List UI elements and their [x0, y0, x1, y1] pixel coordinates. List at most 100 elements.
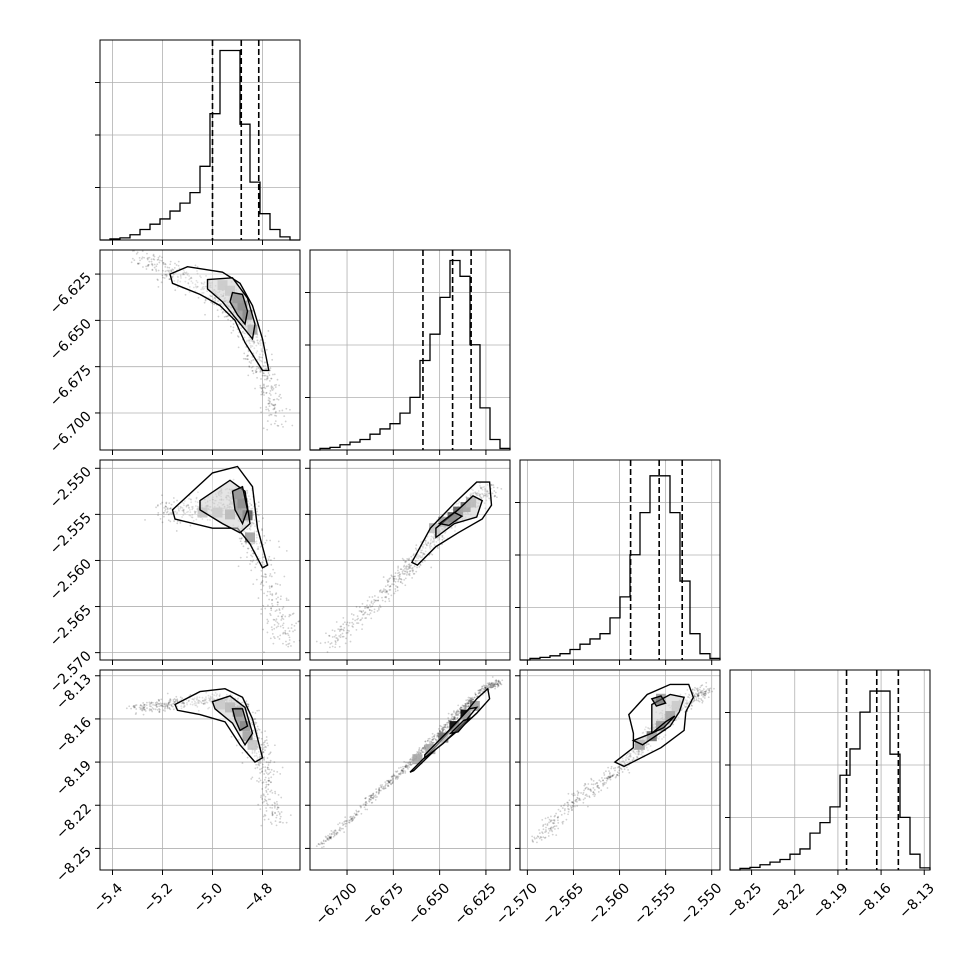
sample-point	[268, 585, 271, 588]
sample-point	[538, 832, 541, 835]
sample-point	[264, 739, 267, 742]
sample-point	[151, 710, 154, 713]
sample-point	[258, 557, 261, 560]
sample-point	[388, 780, 391, 783]
sample-point	[343, 621, 346, 624]
sample-point	[428, 737, 431, 740]
sample-point	[183, 504, 185, 507]
sample-point	[560, 805, 563, 808]
sample-point	[574, 799, 577, 802]
sample-point	[268, 402, 270, 405]
sample-point	[444, 726, 447, 729]
sample-point	[590, 778, 593, 781]
sample-point	[185, 272, 188, 275]
sample-point	[364, 617, 367, 619]
sample-point	[471, 696, 474, 699]
sample-point	[703, 693, 706, 695]
sample-point	[385, 779, 388, 782]
sample-point	[408, 565, 411, 568]
sample-point	[481, 685, 483, 688]
sample-point	[190, 277, 192, 280]
sample-point	[441, 727, 444, 730]
sample-point	[406, 572, 409, 574]
sample-point	[479, 496, 482, 499]
sample-point	[164, 505, 167, 508]
sample-point	[144, 710, 147, 712]
sample-point	[195, 702, 197, 704]
sample-point	[484, 490, 486, 492]
sample-point	[262, 781, 265, 784]
sample-point	[470, 492, 472, 495]
sample-point	[391, 777, 394, 780]
sample-point	[269, 593, 272, 595]
sample-point	[253, 340, 256, 343]
sample-point	[257, 514, 260, 517]
sample-point	[497, 680, 500, 683]
histogram-bars	[730, 690, 931, 871]
sample-point	[337, 823, 339, 826]
sample-point	[285, 643, 288, 646]
sample-point	[279, 815, 282, 818]
sample-point	[269, 752, 272, 755]
sample-point	[625, 756, 628, 759]
sample-point	[266, 376, 269, 378]
sample-point	[148, 708, 151, 711]
sample-point	[370, 601, 373, 604]
sample-point	[268, 587, 271, 589]
sample-point	[354, 814, 357, 816]
sample-point	[399, 772, 402, 774]
sample-point	[624, 763, 627, 765]
sample-point	[197, 701, 199, 703]
sample-point	[202, 700, 204, 702]
sample-point	[705, 690, 707, 693]
sample-point	[497, 680, 500, 683]
sample-point	[255, 508, 258, 510]
sample-point	[442, 726, 445, 729]
sample-point	[281, 617, 284, 620]
sample-point	[441, 534, 444, 537]
sample-point	[486, 492, 488, 495]
sample-point	[368, 798, 371, 801]
sample-point	[247, 495, 250, 498]
sample-point	[277, 794, 280, 796]
sample-point	[257, 343, 260, 345]
sample-point	[568, 808, 570, 811]
sample-point	[260, 569, 263, 572]
sample-point	[490, 682, 493, 685]
sample-point	[282, 606, 285, 609]
sample-point	[146, 252, 148, 255]
sample-point	[156, 702, 159, 705]
sample-point	[205, 274, 207, 277]
sample-point	[482, 496, 485, 498]
sample-point	[387, 580, 390, 582]
sample-point	[176, 281, 179, 283]
sample-point	[425, 543, 428, 546]
sample-point	[552, 822, 555, 825]
sample-point	[382, 788, 385, 791]
contour-line	[231, 485, 249, 526]
sample-point	[428, 741, 431, 744]
sample-point	[214, 300, 216, 303]
sample-point	[275, 592, 278, 595]
sample-point	[430, 740, 433, 743]
sample-point	[191, 701, 193, 703]
sample-point	[621, 760, 624, 763]
sample-point	[264, 730, 267, 733]
sample-point	[270, 559, 272, 561]
sample-point	[483, 494, 486, 497]
sample-point	[637, 752, 640, 755]
sample-point	[255, 752, 258, 755]
sample-point	[253, 542, 255, 545]
sample-point	[183, 702, 185, 705]
sample-point	[708, 688, 711, 690]
sample-point	[470, 698, 473, 701]
sample-point	[276, 398, 278, 400]
sample-point	[165, 502, 168, 505]
sample-point	[254, 369, 257, 372]
sample-point	[241, 751, 244, 754]
sample-point	[377, 599, 379, 602]
sample-point	[279, 393, 282, 396]
sample-point	[287, 634, 290, 637]
sample-point	[182, 273, 185, 275]
sample-point	[130, 707, 132, 710]
